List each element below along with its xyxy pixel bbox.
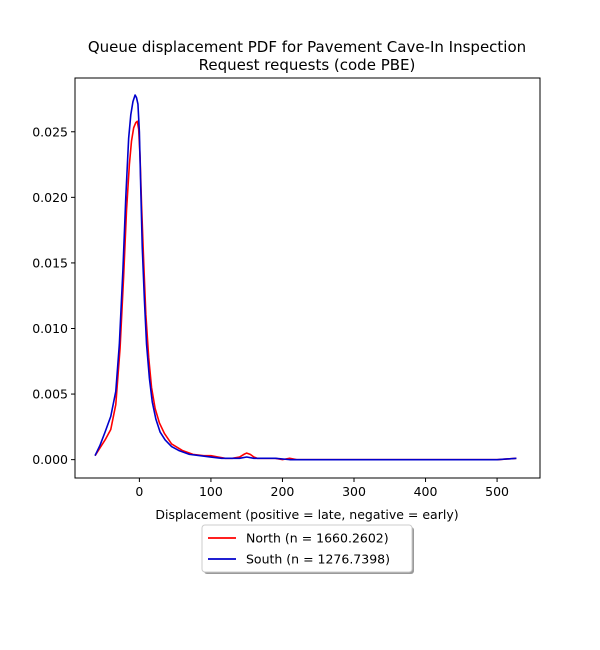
y-tick-label: 0.000 xyxy=(32,452,68,467)
legend-label-north: North (n = 1660.2602) xyxy=(246,531,389,546)
legend-box xyxy=(201,524,413,573)
series-line-north xyxy=(94,120,517,461)
y-axis-ticks: 0.000 0.005 0.010 0.015 0.020 0.025 xyxy=(32,124,75,467)
y-tick-label: 0.005 xyxy=(32,387,68,402)
legend-label-south: South (n = 1276.7398) xyxy=(246,552,390,567)
series-layer xyxy=(94,94,517,461)
series-line-south xyxy=(94,94,517,461)
legend: North (n = 1660.2602) South (n = 1276.739… xyxy=(201,524,414,574)
x-tick-label: 100 xyxy=(199,484,223,499)
x-axis-label: Displacement (positive = late, negative … xyxy=(155,507,458,522)
chart-title-line-2: Request requests (code PBE) xyxy=(199,56,416,74)
y-tick-label: 0.025 xyxy=(32,124,68,139)
chart-title-line-1: Queue displacement PDF for Pavement Cave… xyxy=(88,38,526,56)
x-tick-label: 300 xyxy=(342,484,366,499)
x-axis-ticks: 0 100 200 300 400 500 xyxy=(135,478,509,499)
x-tick-label: 0 xyxy=(135,484,143,499)
plot-area-frame xyxy=(74,77,541,479)
y-tick-label: 0.010 xyxy=(32,321,68,336)
y-tick-label: 0.015 xyxy=(32,255,68,270)
x-tick-label: 200 xyxy=(271,484,295,499)
x-tick-label: 400 xyxy=(414,484,438,499)
x-tick-label: 500 xyxy=(485,484,509,499)
chart-title: Queue displacement PDF for Pavement Cave… xyxy=(88,38,526,74)
y-tick-label: 0.020 xyxy=(32,190,68,205)
